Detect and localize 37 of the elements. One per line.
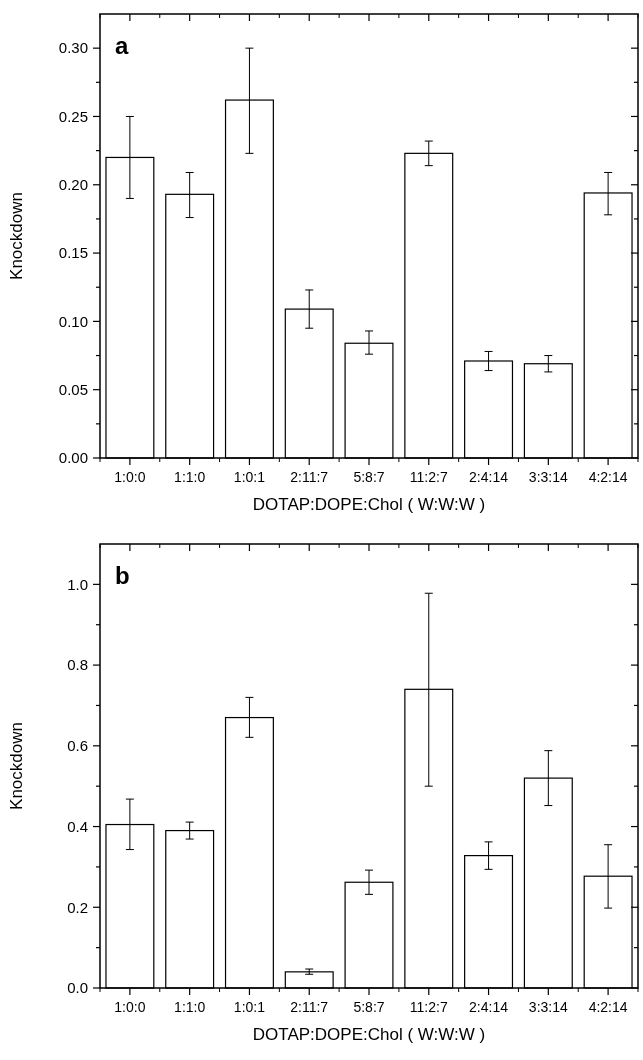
- x-tick-label: 11:2:7: [409, 469, 448, 485]
- y-tick-label: 0.05: [58, 380, 88, 398]
- x-tick-label: 4:2:14: [588, 999, 628, 1015]
- y-tick-label: 0.2: [67, 898, 88, 916]
- y-axis-title: Knockdown: [7, 192, 26, 280]
- x-tick-label: 1:0:0: [114, 999, 146, 1015]
- x-tick-label: 2:4:14: [469, 999, 509, 1015]
- x-tick-label: 1:0:0: [114, 469, 146, 485]
- y-tick-label: 0.0: [67, 979, 88, 997]
- y-tick-label: 0.15: [58, 244, 88, 262]
- y-tick-label: 1.0: [67, 575, 88, 593]
- x-tick-label: 1:1:0: [174, 469, 206, 485]
- x-tick-label: 3:3:14: [528, 999, 568, 1015]
- y-tick-label: 0.30: [58, 39, 88, 57]
- y-tick-label: 0.25: [58, 107, 88, 125]
- x-tick-label: 1:0:1: [233, 999, 266, 1015]
- y-tick-label: 0.8: [67, 656, 88, 674]
- x-tick-label: 1:1:0: [174, 999, 206, 1015]
- y-tick-label: 0.00: [58, 449, 88, 467]
- text: a: [115, 32, 129, 59]
- x-tick-label: 3:3:14: [528, 469, 568, 485]
- x-tick-label: 2:11:7: [290, 999, 329, 1015]
- y-tick-label: 0.4: [67, 817, 88, 835]
- y-tick-label: 0.6: [67, 737, 88, 755]
- text: b: [115, 562, 130, 589]
- x-tick-label: 4:2:14: [588, 469, 628, 485]
- x-tick-label: 5:8:7: [353, 999, 385, 1015]
- x-tick-label: 1:0:1: [233, 469, 266, 485]
- y-tick-label: 0.10: [58, 312, 88, 330]
- x-axis-title: DOTAP:DOPE:Chol ( W:W:W ): [252, 495, 486, 514]
- x-tick-label: 2:4:14: [469, 469, 509, 485]
- x-tick-label: 5:8:7: [353, 469, 385, 485]
- y-tick-label: 0.20: [58, 176, 88, 194]
- x-tick-label: 11:2:7: [409, 999, 448, 1015]
- x-tick-label: 2:11:7: [290, 469, 329, 485]
- x-axis-title: DOTAP:DOPE:Chol ( W:W:W ): [252, 1025, 486, 1044]
- y-axis-title: Knockdown: [7, 722, 26, 810]
